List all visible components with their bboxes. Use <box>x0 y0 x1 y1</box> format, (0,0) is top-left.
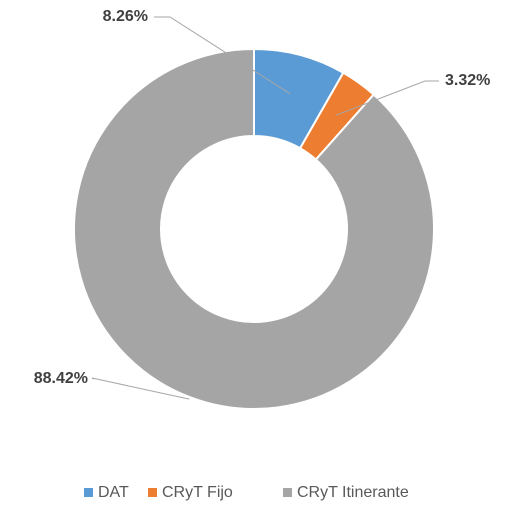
legend-label: CRyT Itinerante <box>297 484 409 501</box>
legend-swatch <box>84 488 93 497</box>
legend-swatch <box>148 488 157 497</box>
leader-line <box>154 16 291 95</box>
legend-swatch <box>283 488 292 497</box>
data-label: 88.42% <box>34 370 88 387</box>
legend-label: CRyT Fijo <box>162 484 233 501</box>
leader-line <box>91 377 190 400</box>
data-label: 3.32% <box>445 72 490 89</box>
data-label: 8.26% <box>103 8 148 25</box>
donut-slice <box>73 47 435 410</box>
legend-label: DAT <box>98 484 129 501</box>
leader-line <box>335 80 439 116</box>
